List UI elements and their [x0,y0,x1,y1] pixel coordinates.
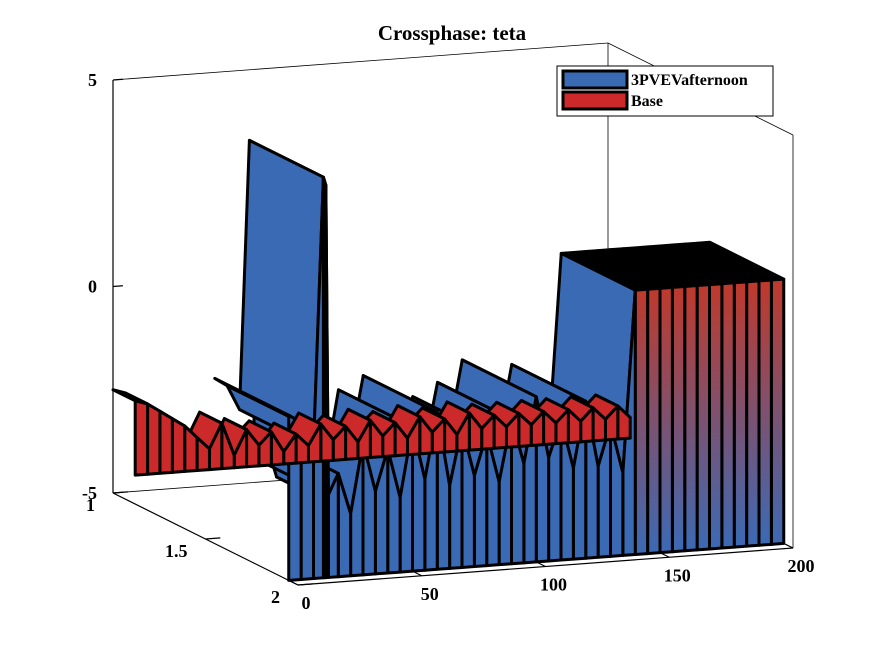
series-base [111,388,632,477]
surface-wall [720,281,736,550]
surface-wall [695,283,711,552]
z-tick-label: -5 [82,483,97,503]
surface-wall [646,286,662,556]
x-tick-mark [286,578,299,586]
surface-wall [745,279,761,548]
x-tick-label: 200 [788,556,815,576]
chart-title: Crossphase: teta [378,21,527,45]
surface-wall [708,282,724,551]
legend-label: 3PVEVafternoon [631,72,748,89]
x-tick-label: 100 [540,575,567,595]
surface-wall [670,284,687,554]
y-tick-label: 1.5 [165,541,188,561]
y-tick-label: 2 [271,587,280,607]
surface-wall [658,285,674,555]
y-tick-mark [297,583,313,586]
surface-wall [732,280,749,549]
x-tick-label: 50 [421,584,439,604]
x-tick-mark [657,551,670,558]
box-edge-back-top [112,42,609,81]
axes: 0 50 100 150 200 1 1.5 2 -5 0 5 [82,70,815,613]
x-tick-label: 0 [302,593,311,613]
x-tick-mark [781,541,794,549]
surface-wall [146,402,162,476]
z-tick-mark [112,78,123,81]
z-tick-mark [112,491,123,494]
legend: 3PVEVafternoon Base [556,65,774,117]
surface-plot [111,138,786,582]
x-tick-mark [534,560,546,568]
legend-swatch [561,69,629,90]
x-tick-label: 150 [664,565,691,585]
surface-wall [158,409,174,475]
surface-wall [633,287,650,556]
z-tick-label: 5 [88,70,97,90]
z-tick-mark [112,285,123,288]
series-3pvevafternoon [213,138,786,582]
surface-wall [769,277,786,546]
y-tick-mark [205,537,221,540]
surface-wall [683,284,699,553]
z-tick-label: 0 [88,277,97,297]
surface-wall [133,399,150,477]
legend-swatch [561,90,629,111]
legend-label: Base [631,93,663,110]
y-tick-label: 1 [86,495,95,515]
surface-wall [170,417,187,474]
surface-wall [757,278,773,547]
x-tick-mark [410,569,423,577]
